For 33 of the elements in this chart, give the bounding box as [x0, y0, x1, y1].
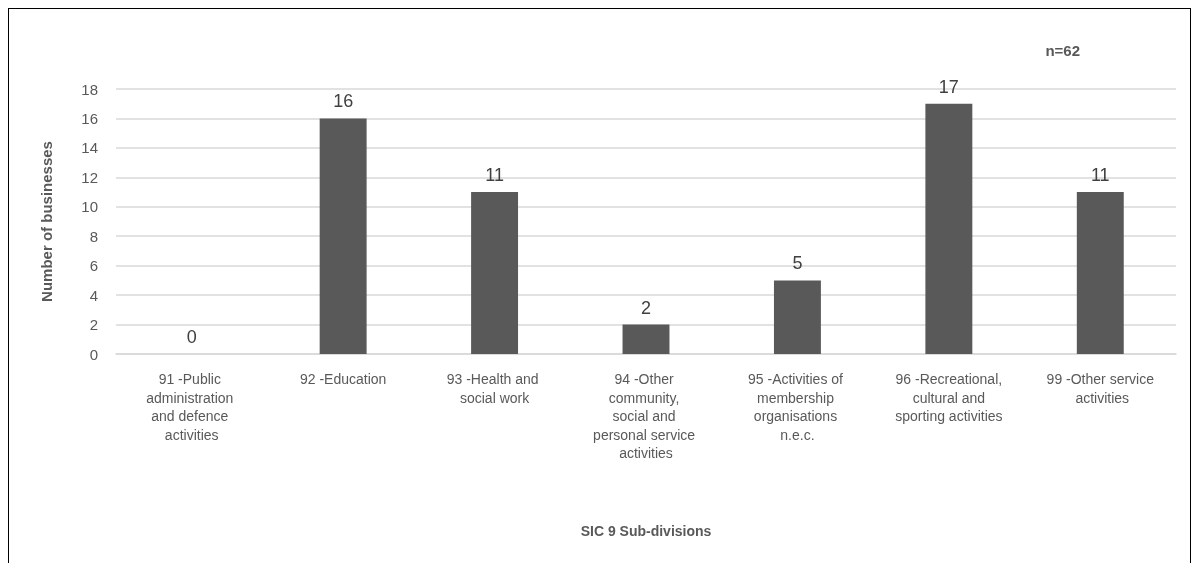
x-tick-label: 92 -Education: [299, 371, 387, 388]
x-tick-label: 96 -Recreational, cultural and sporting activities: [895, 371, 1003, 425]
x-axis-title: SIC 9 Sub-divisions: [580, 523, 712, 539]
data-label: 17: [938, 76, 959, 97]
y-tick-label: 18: [81, 80, 98, 98]
x-tick-label: 95 -Activities of membership organisations n.e.c.: [748, 371, 847, 443]
data-label: 16: [333, 91, 354, 112]
y-tick-label: 0: [89, 345, 98, 363]
y-tick-label: 2: [89, 316, 98, 334]
x-tick-label: 94 -Other community, social and personal service activities: [593, 371, 699, 462]
bar: [319, 118, 367, 354]
bar: [1076, 192, 1124, 354]
y-tick-label: 6: [89, 257, 98, 275]
y-axis-title: Number of businesses: [38, 141, 55, 302]
data-label: 0: [186, 327, 197, 347]
bar: [925, 103, 973, 354]
data-label: 11: [485, 165, 504, 186]
bar: [773, 280, 821, 354]
y-tick-label: 4: [89, 286, 98, 304]
x-tick-label: 91 -Public administration and defence activities: [146, 371, 238, 443]
y-tick-label: 14: [81, 139, 98, 157]
bar: [622, 324, 670, 354]
x-tick-label: 99 -Other service activities: [1046, 371, 1155, 406]
y-tick-label: 12: [81, 168, 98, 186]
data-label: 2: [640, 297, 652, 318]
data-label: 11: [1090, 165, 1110, 186]
y-tick-label: 10: [81, 198, 98, 216]
y-tick-label: 8: [89, 227, 98, 245]
y-tick-label: 16: [81, 109, 98, 127]
text: n=62: [1045, 42, 1080, 59]
data-label: 5: [792, 253, 803, 274]
bar: [471, 192, 519, 354]
x-tick-label: 93 -Health and social work: [446, 371, 543, 406]
